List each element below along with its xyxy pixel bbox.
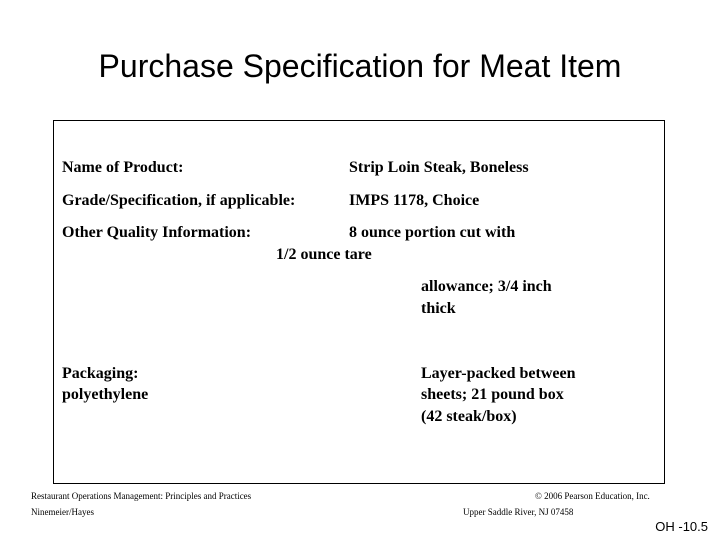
- quality-value-line-1: 8 ounce portion cut with: [349, 224, 516, 241]
- packaging-value-line-2: sheets; 21 pound box: [421, 386, 564, 403]
- grade-value: IMPS 1178, Choice: [349, 192, 480, 209]
- footer-book-title: Restaurant Operations Management: Princi…: [31, 491, 252, 501]
- specification-box: [53, 120, 665, 484]
- footer-authors: Ninemeier/Hayes: [31, 507, 94, 517]
- packaging-label-line-1: Packaging:: [62, 365, 139, 382]
- packaging-value-line-3: (42 steak/box): [421, 408, 517, 425]
- product-value: Strip Loin Steak, Boneless: [349, 159, 529, 176]
- footer-publisher-location: Upper Saddle River, NJ 07458: [463, 507, 574, 517]
- quality-label: Other Quality Information:: [62, 224, 252, 241]
- slide-title: Purchase Specification for Meat Item: [98, 48, 622, 84]
- grade-label: Grade/Specification, if applicable:: [62, 192, 296, 209]
- product-label: Name of Product:: [62, 159, 184, 176]
- packaging-value-line-1: Layer-packed between: [421, 365, 576, 382]
- quality-value-line-3: allowance; 3/4 inch: [421, 278, 552, 295]
- footer-copyright: © 2006 Pearson Education, Inc.: [535, 491, 650, 501]
- quality-value-line-2: 1/2 ounce tare: [276, 246, 372, 263]
- quality-value-line-4: thick: [421, 300, 456, 317]
- packaging-label-line-2: polyethylene: [62, 386, 149, 403]
- slide-number: OH -10.5: [655, 519, 708, 534]
